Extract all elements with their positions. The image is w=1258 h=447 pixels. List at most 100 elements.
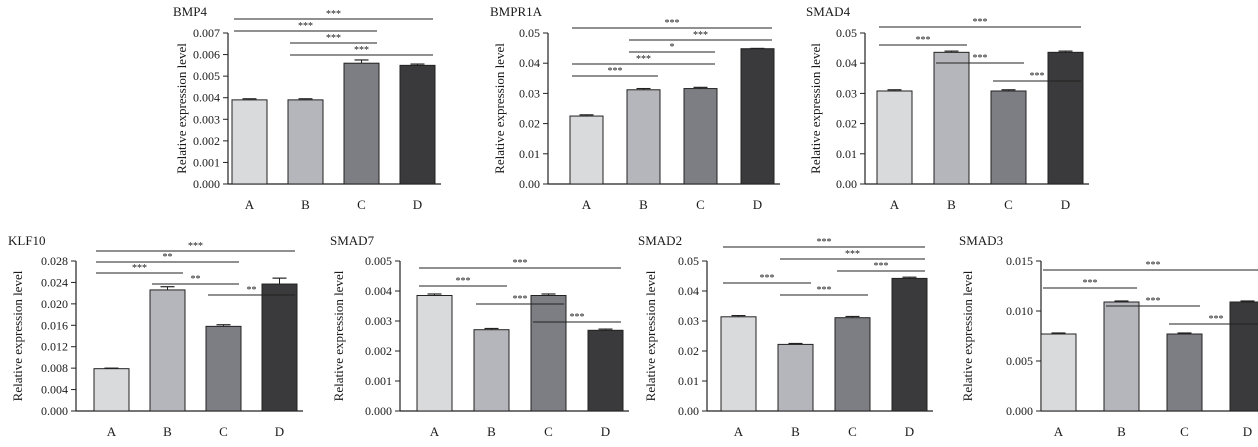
significance-label: *	[670, 42, 675, 53]
chart-title: KLF10	[8, 233, 46, 248]
x-category-label: C	[696, 197, 705, 212]
y-tick-label: 0.000	[193, 177, 220, 191]
y-axis-label: Relative expression level	[960, 270, 975, 401]
y-tick-label: 0.010	[1006, 304, 1033, 318]
y-tick-label: 0.05	[836, 26, 857, 40]
x-category-label: A	[245, 197, 255, 212]
x-category-label: B	[1117, 424, 1126, 439]
significance-label: ***	[608, 66, 623, 77]
y-tick-label: 0.020	[41, 297, 68, 311]
x-category-label: B	[487, 424, 496, 439]
significance-label: ***	[456, 276, 471, 287]
x-category-label: C	[848, 424, 857, 439]
x-category-label: D	[413, 197, 422, 212]
x-category-label: A	[734, 424, 744, 439]
y-tick-label: 0.002	[365, 344, 392, 358]
x-category-label: D	[1243, 424, 1252, 439]
bar-b	[1103, 301, 1140, 412]
y-tick-label: 0.004	[41, 383, 68, 397]
significance-label: ***	[636, 54, 651, 65]
y-tick-label: 0.005	[365, 254, 392, 268]
significance-label: **	[163, 252, 173, 263]
chart-panel-smad3: SMAD3 Relative expression level 0.000 0.005…	[959, 233, 1258, 439]
x-category-label: D	[753, 197, 762, 212]
bar-b	[287, 99, 324, 185]
y-tick-label: 0.04	[836, 56, 857, 70]
significance-label: ***	[973, 53, 988, 64]
significance-label: ***	[817, 285, 832, 296]
x-category-label: C	[1180, 424, 1189, 439]
x-category-label: A	[1054, 424, 1064, 439]
y-tick-label: 0.05	[519, 26, 540, 40]
y-axis-label: Relative expression level	[174, 43, 189, 174]
x-category-label: A	[430, 424, 440, 439]
bar-b	[777, 343, 814, 412]
significance-label: ***	[1030, 71, 1045, 82]
y-tick-label: 0.001	[365, 374, 392, 388]
significance-label: ***	[665, 18, 680, 29]
x-category-label: D	[275, 424, 284, 439]
x-category-label: B	[791, 424, 800, 439]
x-category-label: D	[905, 424, 914, 439]
chart-title: SMAD2	[638, 233, 682, 248]
y-tick-label: 0.002	[193, 134, 220, 148]
significance-label: ***	[513, 294, 528, 305]
bar-a	[231, 99, 268, 185]
significance-label: **	[247, 285, 257, 296]
y-tick-label: 0.04	[678, 284, 699, 298]
y-tick-label: 0.03	[678, 314, 699, 328]
x-category-label: C	[219, 424, 228, 439]
y-tick-label: 0.006	[193, 48, 220, 62]
chart-title: SMAD7	[330, 233, 375, 248]
bar-d	[587, 329, 624, 412]
bar-a	[569, 115, 604, 185]
bar-a	[93, 368, 130, 412]
chart-title: SMAD4	[806, 4, 851, 19]
y-axis-label: Relative expression level	[331, 270, 346, 401]
y-tick-label: 0.015	[1006, 254, 1033, 268]
y-tick-label: 0.001	[193, 155, 220, 169]
x-category-label: C	[357, 197, 366, 212]
significance-label: ***	[973, 17, 988, 28]
bar-c	[834, 317, 871, 412]
y-axis-label: Relative expression level	[808, 43, 823, 174]
significance-label: ***	[132, 263, 147, 274]
y-tick-label: 0.02	[678, 344, 699, 358]
significance-label: ***	[817, 237, 832, 248]
y-tick-label: 0.008	[41, 361, 68, 375]
x-category-label: B	[639, 197, 648, 212]
bar-b	[149, 289, 186, 412]
significance-label: ***	[760, 273, 775, 284]
bar-a	[876, 90, 913, 185]
significance-label: ***	[513, 258, 528, 269]
significance-label: ***	[298, 21, 313, 32]
y-tick-label: 0.000	[41, 404, 68, 418]
y-tick-label: 0.007	[193, 26, 220, 40]
significance-label: ***	[874, 261, 889, 272]
bar-a	[416, 295, 453, 412]
y-tick-label: 0.003	[365, 314, 392, 328]
y-tick-label: 0.03	[519, 86, 540, 100]
y-tick-label: 0.003	[193, 112, 220, 126]
bar-a	[1040, 333, 1077, 412]
bar-d	[1047, 51, 1084, 185]
significance-label: ***	[916, 35, 931, 46]
y-tick-label: 0.00	[836, 177, 857, 191]
y-tick-label: 0.016	[41, 318, 68, 332]
y-tick-label: 0.02	[836, 117, 857, 131]
y-tick-label: 0.03	[836, 86, 857, 100]
y-tick-label: 0.01	[836, 147, 857, 161]
significance-label: ***	[693, 30, 708, 41]
bar-a	[720, 316, 757, 412]
chart-panel-klf10: KLF10 Relative expression level 0.000 0.004…	[8, 233, 303, 439]
y-tick-label: 0.000	[365, 404, 392, 418]
x-category-label: C	[1004, 197, 1013, 212]
y-tick-label: 0.00	[678, 404, 699, 418]
bar-d	[740, 48, 775, 185]
bar-c	[343, 62, 380, 185]
chart-title: BMP4	[173, 4, 207, 19]
y-tick-label: 0.04	[519, 56, 540, 70]
significance-label: ***	[1146, 296, 1161, 307]
x-category-label: D	[601, 424, 610, 439]
x-category-label: A	[107, 424, 117, 439]
